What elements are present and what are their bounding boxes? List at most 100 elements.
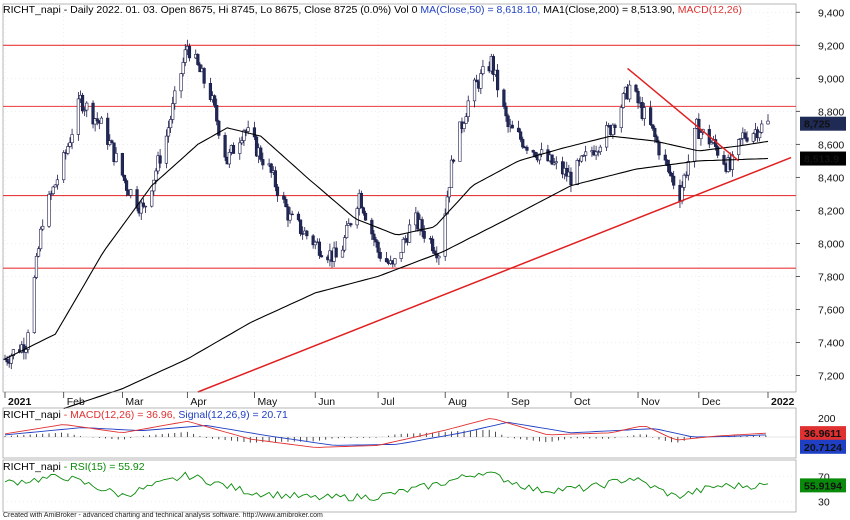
candle-up <box>34 255 39 278</box>
month-label: Jul <box>381 396 394 408</box>
ma200-line <box>63 157 769 410</box>
candle-up <box>83 109 87 112</box>
candle-up <box>246 127 250 132</box>
candle-down <box>124 180 129 191</box>
candle-up <box>11 349 15 356</box>
candle-down <box>296 213 301 221</box>
candle-up <box>179 73 183 92</box>
candle-up <box>766 120 770 125</box>
candle-up <box>240 140 244 144</box>
candle-down <box>252 127 257 138</box>
candle-down <box>120 153 124 176</box>
candle-up <box>26 332 30 350</box>
month-label: Feb <box>67 396 85 408</box>
candle-up <box>464 116 468 124</box>
candle-down <box>217 120 221 136</box>
candle-down <box>334 247 338 258</box>
rsi-value-badge-text: 55.9194 <box>804 480 842 492</box>
candle-up <box>62 152 66 181</box>
candle-up <box>760 123 764 133</box>
candle-down <box>298 219 303 234</box>
candle-down <box>634 84 638 92</box>
candle-up <box>472 79 477 102</box>
candle-up <box>183 49 187 63</box>
candle-up <box>242 130 246 141</box>
candle-down <box>433 250 437 254</box>
candle-up <box>49 193 53 195</box>
candle-up <box>168 119 173 129</box>
price-panel-title: RICHT_napi - Daily 2022. 01. 03. Open 86… <box>3 4 742 16</box>
candle-up <box>682 174 686 188</box>
candle-down <box>374 239 378 243</box>
macd-value-label: - MACD(12,26) = 36.96, <box>61 409 179 421</box>
candle-up <box>680 187 684 202</box>
candle-down <box>384 258 389 263</box>
candle-down <box>475 79 479 83</box>
candle-down <box>669 172 674 177</box>
candle-down <box>716 146 720 156</box>
candle-up <box>628 84 632 100</box>
candle-up <box>584 151 588 156</box>
candle-up <box>288 213 292 221</box>
candle-up <box>51 186 55 194</box>
month-label: Nov <box>641 396 660 408</box>
candle-up <box>709 142 714 145</box>
candle-up <box>238 142 242 154</box>
rsi-value-badge: 55.9194 <box>800 478 846 493</box>
y-tick-label: 9,000 <box>818 73 844 85</box>
y-tick-label: 7,800 <box>818 271 844 283</box>
candle-down <box>22 344 26 353</box>
candle-up <box>173 90 177 104</box>
candle-down <box>261 159 265 166</box>
candle-down <box>290 213 294 216</box>
candle-up <box>36 248 41 257</box>
candle-up <box>85 102 89 111</box>
candle-down <box>363 212 368 221</box>
last-price-badge-bg <box>800 116 846 131</box>
candle-down <box>372 233 376 240</box>
candle-up <box>407 224 412 243</box>
candle-up <box>581 155 586 157</box>
candle-down <box>215 105 219 122</box>
y-tick-label: 8,600 <box>818 139 844 151</box>
candle-up <box>24 349 28 353</box>
last-price-badge: 8,725 <box>800 116 846 131</box>
candle-down <box>506 115 510 128</box>
candle-down <box>531 150 535 153</box>
candle-down <box>223 135 227 158</box>
candle-down <box>420 219 424 232</box>
candle-up <box>458 121 462 162</box>
candle-down <box>282 195 286 200</box>
candle-up <box>642 107 646 119</box>
candle-up <box>340 249 345 258</box>
candle-down <box>519 131 523 140</box>
candle-down <box>317 241 322 256</box>
grid-layer <box>3 4 796 392</box>
candle-up <box>758 132 762 139</box>
candle-up <box>466 100 470 117</box>
candle-down <box>422 230 426 239</box>
candle-down <box>5 358 9 363</box>
month-label: Dec <box>702 396 721 408</box>
macd-value-badge: 36.9611 <box>800 426 846 441</box>
candle-up <box>479 73 483 89</box>
candle-up <box>93 118 97 125</box>
candle-up <box>447 187 451 198</box>
candle-up <box>53 184 57 188</box>
rsi-value-label: - RSI(15) = 55.92 <box>61 461 145 473</box>
candle-up <box>355 208 359 226</box>
y-tick-label: 9,200 <box>818 40 844 52</box>
candle-down <box>110 140 114 144</box>
candle-up <box>66 146 70 154</box>
candle-down <box>106 117 110 145</box>
candle-up <box>401 239 405 253</box>
candle-up <box>47 194 51 227</box>
candle-up <box>99 117 104 124</box>
candle-up <box>554 161 558 164</box>
candles-layer <box>3 39 770 370</box>
candle-up <box>152 179 156 192</box>
candle-up <box>684 174 688 177</box>
candle-down <box>361 207 366 214</box>
candle-down <box>231 145 236 154</box>
